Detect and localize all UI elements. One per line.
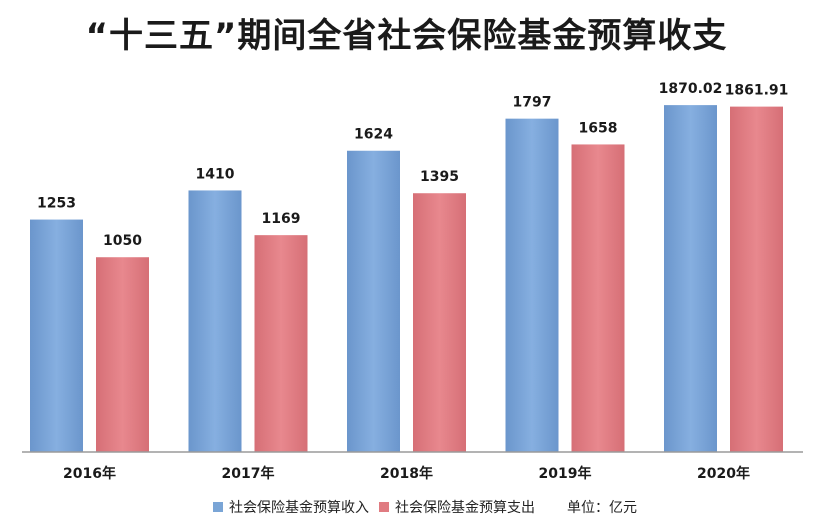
bar-income-2 — [347, 150, 400, 453]
legend-label-expense: 社会保险基金预算支出 — [395, 500, 535, 516]
data-label-expense-1: 1169 — [262, 211, 301, 227]
bar-income-0 — [30, 219, 83, 452]
legend-swatch-expense — [379, 502, 389, 512]
data-label-income-2: 1624 — [354, 127, 393, 143]
unit-label: 单位：亿元 — [567, 500, 637, 516]
x-tick-label-4: 2020年 — [697, 465, 750, 482]
legend: 社会保险基金预算收入 社会保险基金预算支出 单位：亿元 — [213, 497, 637, 517]
bar-income-1 — [188, 190, 242, 452]
x-axis: 2016年 2017年 2018年 2019年 2020年 — [22, 451, 803, 482]
bar-expense-2 — [413, 193, 466, 453]
x-tick-label-0: 2016年 — [63, 465, 116, 482]
x-tick-label-2: 2018年 — [380, 465, 433, 482]
x-tick-label-3: 2019年 — [539, 465, 592, 482]
legend-item-income: 社会保险基金预算收入 — [213, 497, 369, 517]
data-label-income-1: 1410 — [196, 166, 235, 182]
data-label-income-3: 1797 — [513, 95, 552, 111]
bar-expense-3 — [571, 144, 625, 453]
data-label-income-0: 1253 — [37, 196, 76, 212]
data-label-expense-2: 1395 — [420, 169, 459, 185]
data-label-expense-4: 1861.91 — [725, 83, 789, 99]
chart-title: “十三五”期间全省社会保险基金预算收支 — [85, 16, 728, 56]
bar-expense-0 — [96, 257, 149, 452]
legend-swatch-income — [213, 502, 223, 512]
x-tick-label-1: 2017年 — [222, 465, 275, 482]
bar-expense-1 — [254, 235, 308, 452]
data-label-expense-3: 1658 — [579, 120, 618, 136]
bar-expense-4 — [730, 106, 783, 452]
labels-layer: 1253 1050 1410 1169 1624 1395 1797 1658 1870.02 1… — [37, 81, 788, 249]
bars-layer — [30, 105, 783, 453]
data-label-income-4: 1870.02 — [659, 81, 723, 97]
legend-label-income: 社会保险基金预算收入 — [229, 500, 369, 516]
bar-income-4 — [664, 105, 717, 452]
legend-item-expense: 社会保险基金预算支出 — [379, 497, 535, 517]
bar-income-3 — [505, 118, 559, 453]
data-label-expense-0: 1050 — [103, 233, 142, 249]
